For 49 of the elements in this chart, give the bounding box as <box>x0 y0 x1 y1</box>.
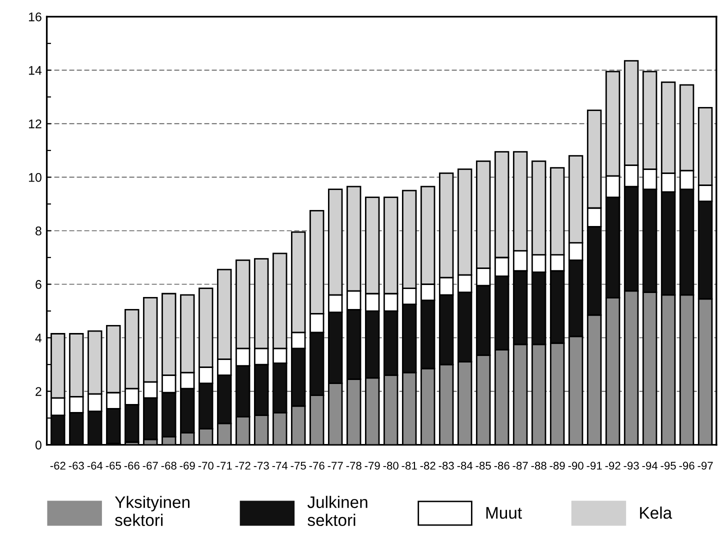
x-tick-label: -96 <box>679 462 694 470</box>
x-tick-label: -92 <box>605 462 620 470</box>
x-tick-label: -78 <box>346 462 362 470</box>
x-tick-label: -71 <box>216 462 232 470</box>
y-tick-label: 16 <box>28 12 42 22</box>
x-tick-label: -95 <box>660 462 676 470</box>
legend-label: Kela <box>640 506 672 519</box>
x-tick-label: -64 <box>87 462 103 470</box>
x-tick-label: -84 <box>457 462 473 470</box>
y-tick-label: 14 <box>28 66 42 75</box>
legend-label: Muut <box>486 507 522 519</box>
x-tick-label: -76 <box>309 462 324 470</box>
y-tick-label: 10 <box>28 173 42 182</box>
x-tick-label: -87 <box>512 462 528 470</box>
y-tick-label: 0 <box>35 440 42 450</box>
x-tick-label: -89 <box>550 462 565 470</box>
legend-label: Julkinen sektori <box>307 496 368 526</box>
x-tick-label: -69 <box>180 462 195 470</box>
y-tick-label: 2 <box>36 387 42 396</box>
x-tick-label: -62 <box>50 462 66 470</box>
x-tick-label: -73 <box>254 462 269 470</box>
x-tick-label: -97 <box>698 462 713 470</box>
x-tick-label: -68 <box>161 462 176 470</box>
x-tick-label: -82 <box>420 462 436 470</box>
y-tick-label: 8 <box>36 226 42 236</box>
x-tick-label: -75 <box>290 462 306 470</box>
x-tick-label: -77 <box>328 462 343 470</box>
x-tick-label: -93 <box>624 462 639 470</box>
legend-label: Yksityinen sektori <box>114 496 190 526</box>
x-tick-label: -70 <box>198 462 214 470</box>
x-tick-label: -88 <box>531 462 546 470</box>
x-tick-label: -83 <box>438 462 454 470</box>
x-tick-label: -90 <box>568 462 584 470</box>
x-tick-label: -81 <box>402 462 417 470</box>
y-tick-label: 6 <box>36 280 42 289</box>
x-tick-label: -72 <box>235 462 250 470</box>
x-tick-label: -65 <box>106 462 121 470</box>
x-tick-label: -66 <box>124 462 140 470</box>
x-tick-label: -74 <box>272 462 288 470</box>
y-tick-label: 4 <box>35 334 42 342</box>
x-tick-label: -91 <box>586 462 602 470</box>
y-tick-label: 12 <box>28 120 42 128</box>
x-tick-label: -80 <box>383 462 398 470</box>
x-tick-label: -67 <box>142 462 158 470</box>
x-tick-label: -86 <box>494 462 510 470</box>
x-tick-label: -79 <box>364 462 380 470</box>
x-tick-label: -63 <box>68 462 84 470</box>
x-tick-label: -85 <box>476 462 491 470</box>
x-tick-label: -94 <box>642 462 658 470</box>
